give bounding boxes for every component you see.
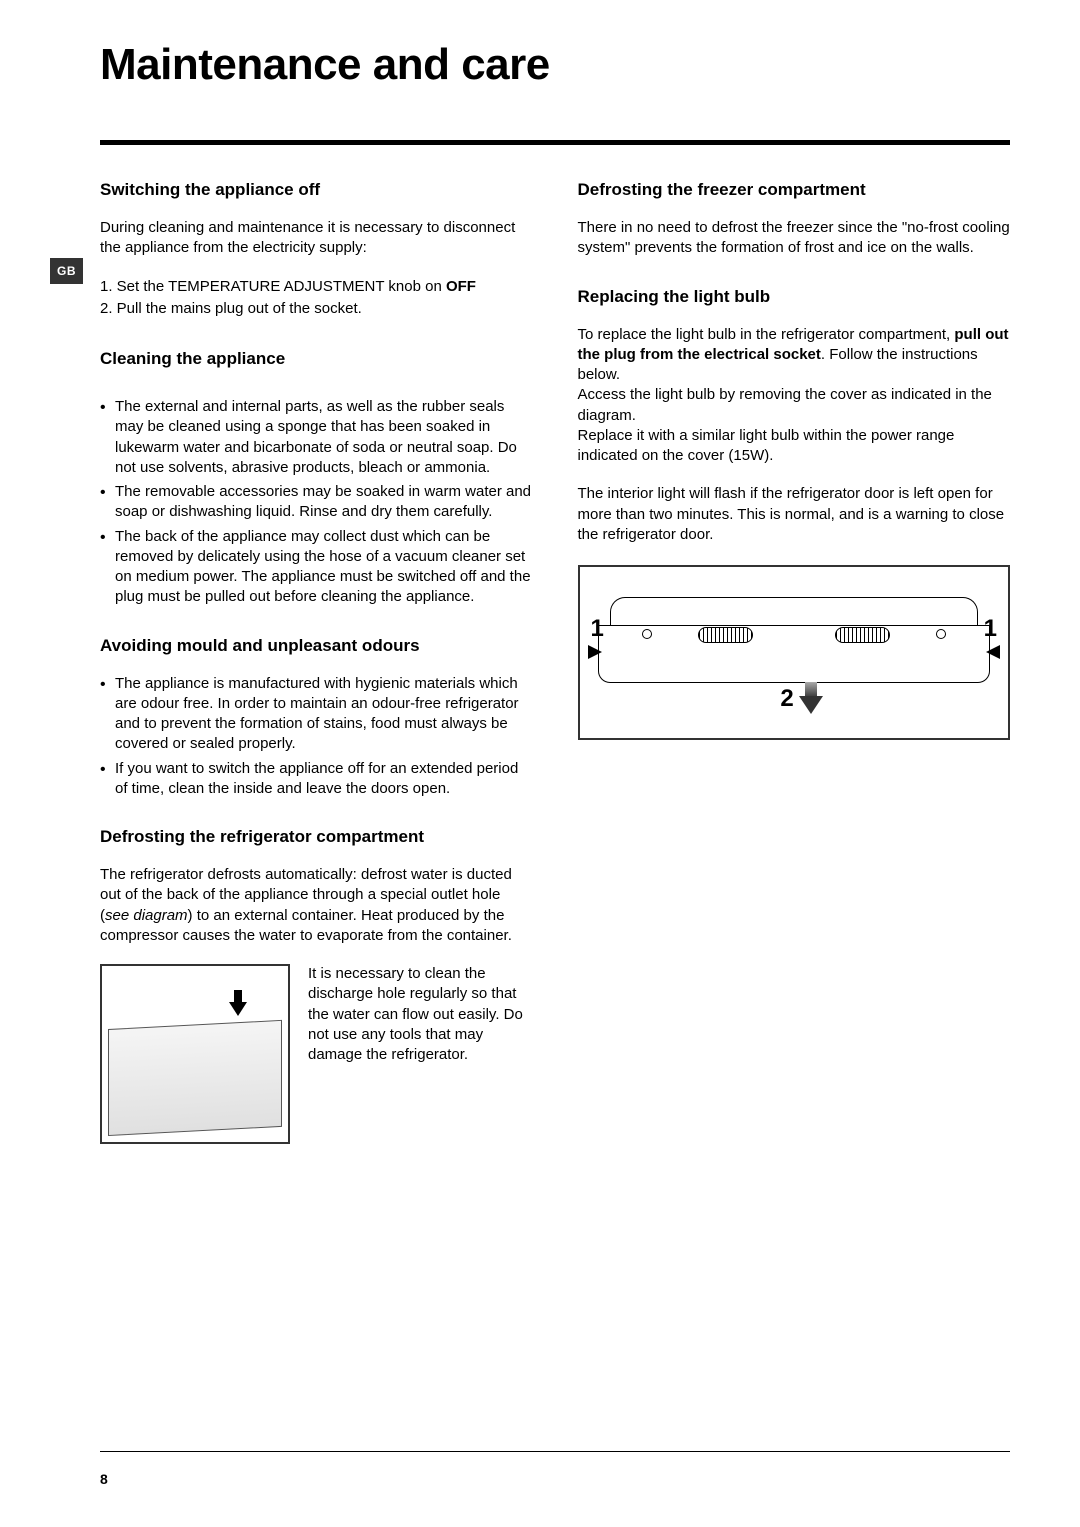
bullet-list: The external and internal parts, as well… <box>100 397 533 608</box>
body-para: Replace it with a similar light bulb wit… <box>578 426 1011 467</box>
title-divider <box>100 140 1010 145</box>
italic-span: see diagram <box>105 907 188 924</box>
body-para: The interior light will flash if the ref… <box>578 484 1011 545</box>
list-item: The removable accessories may be soaked … <box>100 482 533 523</box>
section-title: Avoiding mould and unpleasant odours <box>100 636 533 656</box>
section-switching-off: Switching the appliance off During clean… <box>100 180 533 319</box>
section-defrost-fridge: Defrosting the refrigerator compartment … <box>100 827 533 1144</box>
body-para: During cleaning and maintenance it is ne… <box>100 218 533 259</box>
arrow-down-icon <box>802 682 820 714</box>
body-para: Access the light bulb by removing the co… <box>578 385 1011 426</box>
arrow-left-icon <box>986 645 1000 659</box>
list-item: The external and internal parts, as well… <box>100 397 533 478</box>
diagram-caption: It is necessary to clean the discharge h… <box>308 964 533 1144</box>
list-item: The back of the appliance may collect du… <box>100 527 533 608</box>
section-title: Cleaning the appliance <box>100 349 533 369</box>
arrow-right-icon <box>588 645 602 659</box>
arrow-down-icon <box>229 990 247 1016</box>
diagram-label-1-right: 1 <box>984 615 997 643</box>
body-para: To replace the light bulb in the refrige… <box>578 325 1011 386</box>
section-title: Switching the appliance off <box>100 180 533 200</box>
body-para: The refrigerator defrosts automatically:… <box>100 865 533 946</box>
section-title: Defrosting the refrigerator compartment <box>100 827 533 847</box>
defrost-diagram <box>100 964 290 1144</box>
screw-icon <box>642 629 652 639</box>
section-mould-odours: Avoiding mould and unpleasant odours The… <box>100 636 533 800</box>
list-item: The appliance is manufactured with hygie… <box>100 674 533 755</box>
right-column: Defrosting the freezer compartment There… <box>578 180 1011 1172</box>
lightbulb-diagram: 1 1 2 <box>578 565 1011 740</box>
section-cleaning: Cleaning the appliance The external and … <box>100 349 533 608</box>
screw-icon <box>936 629 946 639</box>
diagram-label-2: 2 <box>780 685 793 713</box>
diagram-cover <box>598 625 991 683</box>
body-para: There in no need to defrost the freezer … <box>578 218 1011 259</box>
section-defrost-freezer: Defrosting the freezer compartment There… <box>578 180 1011 259</box>
page-title: Maintenance and care <box>100 40 1010 90</box>
page-number: 8 <box>100 1471 108 1487</box>
diagram-plate <box>108 1020 282 1136</box>
vent-icon <box>698 627 753 643</box>
diagram-row: It is necessary to clean the discharge h… <box>100 964 533 1144</box>
list-item: 2. Pull the mains plug out of the socket… <box>100 299 533 319</box>
diagram-top-curve <box>610 597 979 627</box>
vent-icon <box>835 627 890 643</box>
section-light-bulb: Replacing the light bulb To replace the … <box>578 287 1011 741</box>
language-tag: GB <box>50 258 83 284</box>
content-columns: Switching the appliance off During clean… <box>100 180 1010 1172</box>
text-span: To replace the light bulb in the refrige… <box>578 326 955 343</box>
diagram-label-1-left: 1 <box>591 615 604 643</box>
bullet-list: The appliance is manufactured with hygie… <box>100 674 533 800</box>
bold-span: OFF <box>446 278 476 295</box>
numbered-list: 1. Set the TEMPERATURE ADJUSTMENT knob o… <box>100 277 533 320</box>
left-column: Switching the appliance off During clean… <box>100 180 533 1172</box>
footer-divider <box>100 1451 1010 1452</box>
list-item: 1. Set the TEMPERATURE ADJUSTMENT knob o… <box>100 277 533 297</box>
section-title: Defrosting the freezer compartment <box>578 180 1011 200</box>
section-title: Replacing the light bulb <box>578 287 1011 307</box>
list-item: If you want to switch the appliance off … <box>100 759 533 800</box>
text-span: 1. Set the TEMPERATURE ADJUSTMENT knob o… <box>100 278 446 295</box>
